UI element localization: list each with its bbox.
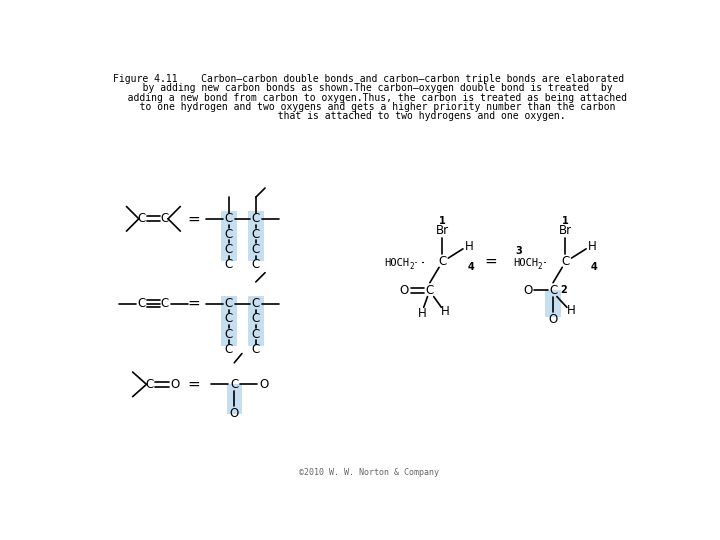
Text: Figure 4.11    Carbon–carbon double bonds and carbon–carbon triple bonds are ela: Figure 4.11 Carbon–carbon double bonds a… [114,74,624,84]
Text: H: H [588,240,597,253]
Text: 4: 4 [590,261,597,272]
Text: C: C [225,297,233,310]
Text: 2: 2 [409,262,414,271]
Text: C: C [252,243,260,256]
Text: C: C [252,212,260,225]
Text: to one hydrogen and two oxygens and gets a higher priority number than the carbo: to one hydrogen and two oxygens and gets… [122,102,616,112]
Text: O: O [549,313,558,326]
Text: C: C [252,328,260,341]
Text: =: = [188,296,201,311]
Text: HOCH: HOCH [384,258,410,268]
Text: by adding new carbon bonds as shown.The carbon–oxygen double bond is treated  by: by adding new carbon bonds as shown.The … [125,83,613,93]
Text: C: C [138,212,146,225]
Text: Br: Br [436,224,449,237]
Text: C: C [549,284,557,297]
Text: C: C [561,255,570,268]
Text: O: O [523,284,532,297]
Text: C: C [426,284,434,297]
Bar [221,296,237,346]
Text: C: C [252,228,260,241]
Text: O: O [259,378,268,391]
Text: C: C [225,313,233,326]
Text: =: = [485,254,497,268]
Text: 1: 1 [438,216,446,226]
Text: C: C [225,259,233,272]
Text: C: C [161,212,169,225]
Text: =: = [188,377,201,392]
Bar [248,296,264,346]
Bar [545,291,561,318]
Text: C: C [230,378,238,391]
Text: that is attached to two hydrogens and one oxygen.: that is attached to two hydrogens and on… [172,111,566,121]
Bar [227,384,242,414]
Text: C: C [225,243,233,256]
Text: =: = [188,211,201,226]
Text: HOCH: HOCH [513,258,538,268]
Text: C: C [438,255,446,268]
Text: H: H [567,304,576,317]
Text: O: O [171,378,179,391]
Text: ©2010 W. W. Norton & Company: ©2010 W. W. Norton & Company [299,468,439,477]
Text: H: H [418,307,426,320]
Text: Br: Br [559,224,572,237]
Text: H: H [441,306,449,319]
Text: C: C [138,297,146,310]
Text: 2: 2 [560,286,567,295]
Text: C: C [252,313,260,326]
Text: 3: 3 [516,246,523,256]
Text: H: H [464,240,474,253]
Text: C: C [225,212,233,225]
Text: C: C [252,343,260,356]
Text: adding a new bond from carbon to oxygen.Thus, the carbon is treated as being att: adding a new bond from carbon to oxygen.… [110,92,628,103]
Text: C: C [225,343,233,356]
Text: C: C [161,297,169,310]
Text: O: O [400,284,409,297]
Bar [221,211,237,261]
Text: 1: 1 [562,216,569,226]
Text: C: C [145,378,153,391]
Text: 4: 4 [467,261,474,272]
Text: O: O [230,407,239,420]
Bar [248,211,264,261]
Text: C: C [252,297,260,310]
Text: C: C [225,228,233,241]
Text: 2: 2 [538,262,542,271]
Text: C: C [225,328,233,341]
Text: C: C [252,259,260,272]
